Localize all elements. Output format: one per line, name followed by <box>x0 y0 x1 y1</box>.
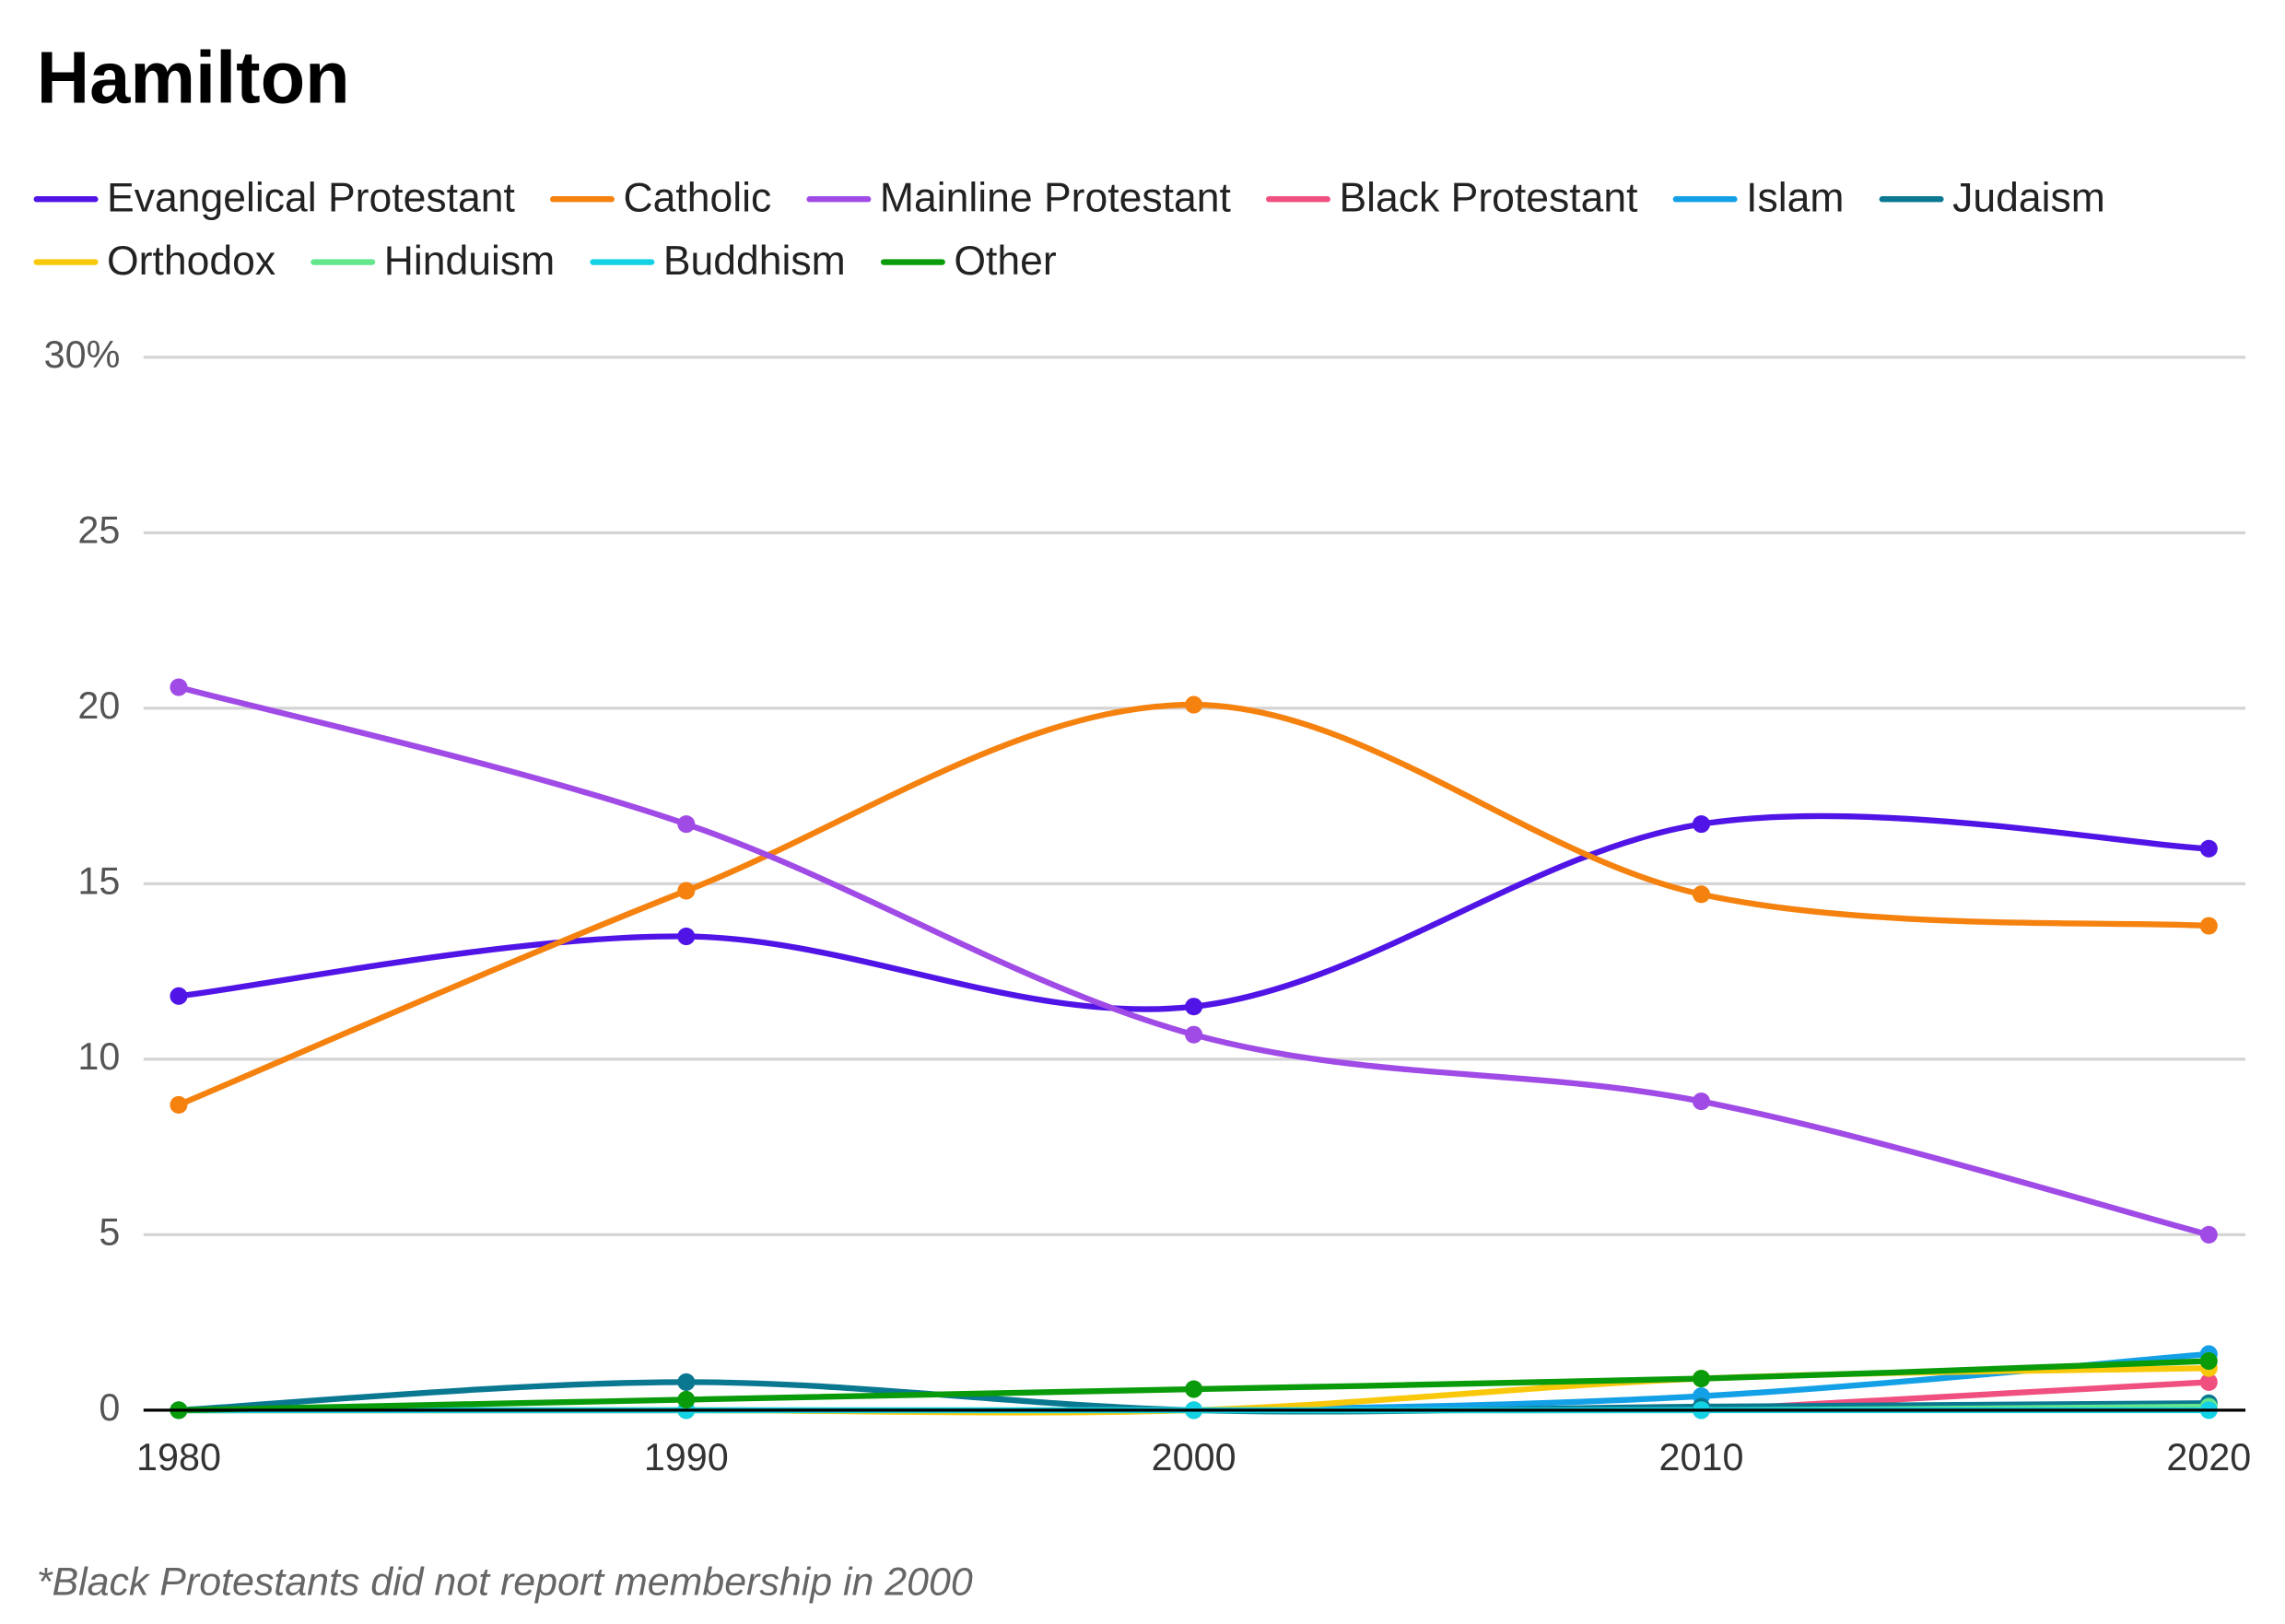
y-tick-label: 15 <box>77 859 120 902</box>
legend-entry: Evangelical Protestant <box>33 176 515 221</box>
data-point <box>677 1373 696 1391</box>
legend-label: Judaism <box>1952 176 2105 221</box>
data-point <box>1692 1370 1711 1388</box>
y-tick-label: 30% <box>44 333 121 376</box>
legend-entry: Islam <box>1672 176 1844 221</box>
data-point <box>1692 1092 1711 1111</box>
legend-label: Mainline Protestant <box>880 176 1232 221</box>
legend-label: Islam <box>1746 176 1844 221</box>
x-tick-label: 1980 <box>136 1436 221 1478</box>
data-point <box>1185 695 1203 714</box>
legend-entry: Other <box>880 239 1057 284</box>
legend-label: Evangelical Protestant <box>107 176 515 221</box>
x-tick-label: 1990 <box>644 1436 729 1478</box>
y-tick-label: 5 <box>99 1210 120 1253</box>
footnote: *Black Protestants did not report member… <box>37 1560 973 1604</box>
legend-label: Black Protestant <box>1340 176 1639 221</box>
legend-label: Other <box>954 239 1056 284</box>
legend-label: Buddhism <box>663 239 846 284</box>
data-point <box>170 987 188 1005</box>
legend-entry: Catholic <box>550 176 772 221</box>
x-tick-label: 2000 <box>1152 1436 1236 1478</box>
legend-entry: Orthodox <box>33 239 275 284</box>
data-point <box>1692 815 1711 834</box>
data-point <box>677 815 696 834</box>
data-point <box>1185 1025 1203 1044</box>
legend-label: Hinduism <box>384 239 555 284</box>
data-point <box>1185 1380 1203 1398</box>
data-point <box>2199 839 2218 858</box>
series-line <box>175 683 2212 1238</box>
data-point <box>2199 1373 2218 1391</box>
data-point <box>170 1095 188 1114</box>
data-point <box>2199 1352 2218 1371</box>
legend-entry: Mainline Protestant <box>806 176 1232 221</box>
legend-label: Orthodox <box>107 239 275 284</box>
x-tick-label: 2010 <box>1659 1436 1744 1478</box>
y-tick-label: 0 <box>99 1386 120 1429</box>
data-point <box>1692 885 1711 904</box>
legend-entry: Black Protestant <box>1266 176 1639 221</box>
legend-label: Catholic <box>624 176 772 221</box>
chart-title: Hamilton <box>37 37 350 119</box>
y-tick-label: 25 <box>77 508 120 551</box>
data-point <box>2199 1225 2218 1244</box>
data-point <box>1185 998 1203 1016</box>
data-point <box>170 678 188 696</box>
x-tick-label: 2020 <box>2166 1436 2251 1478</box>
series-line <box>175 812 2212 1012</box>
legend-entry: Hinduism <box>311 239 555 284</box>
y-tick-label: 10 <box>77 1035 120 1078</box>
data-point <box>2199 917 2218 935</box>
y-tick-label: 20 <box>77 684 120 727</box>
data-point <box>677 882 696 900</box>
legend-entry: Judaism <box>1879 176 2105 221</box>
data-point <box>677 928 696 946</box>
data-point <box>677 1390 696 1409</box>
legend-entry: Buddhism <box>590 239 846 284</box>
